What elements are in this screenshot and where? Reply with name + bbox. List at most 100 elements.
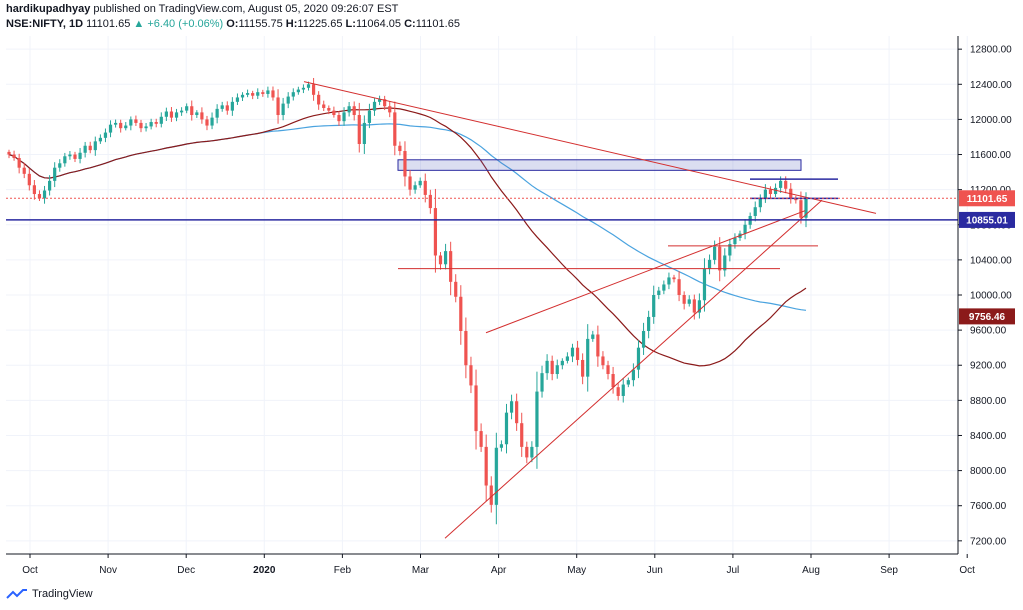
- time-tick-label: Oct: [959, 565, 975, 576]
- candle-body: [103, 132, 108, 138]
- candle: [119, 119, 123, 133]
- candle-body: [428, 194, 432, 209]
- candle-body: [443, 251, 448, 265]
- time-tick-label: Apr: [491, 565, 507, 576]
- candle-body: [657, 290, 661, 295]
- candle: [464, 317, 468, 379]
- candle: [525, 441, 529, 464]
- candle-body: [179, 110, 184, 113]
- candle-body: [718, 246, 722, 271]
- candle: [53, 162, 57, 188]
- candle-body: [464, 330, 468, 366]
- symbol-label[interactable]: NSE:NIFTY, 1D: [6, 18, 84, 30]
- candle-body: [73, 154, 77, 159]
- candle-body: [591, 334, 595, 339]
- candle: [357, 102, 361, 153]
- candle-body: [692, 299, 696, 313]
- candle: [540, 365, 544, 398]
- candle: [657, 286, 661, 300]
- downtrend-line[interactable]: [303, 81, 877, 214]
- candle-body: [449, 251, 453, 282]
- candle-body: [63, 156, 67, 164]
- candle-body: [210, 117, 214, 126]
- candle-body: [611, 374, 615, 388]
- candle: [520, 412, 524, 457]
- candle-body: [403, 151, 407, 177]
- candle: [418, 177, 422, 188]
- candle-body: [98, 137, 102, 142]
- candle-body: [377, 99, 382, 102]
- candle: [591, 330, 595, 342]
- close-label: C:: [404, 18, 416, 30]
- author-name[interactable]: hardikupadhyay: [6, 3, 91, 15]
- candle-body: [794, 198, 798, 201]
- price-tick-label: 11600.00: [970, 150, 1011, 161]
- candle-body: [215, 108, 219, 118]
- candle: [245, 89, 250, 98]
- candle-body: [174, 112, 179, 118]
- rising-channel-line[interactable]: [485, 210, 806, 334]
- candle-body: [342, 112, 346, 122]
- price-tick-label: 7600.00: [970, 501, 1007, 512]
- candle-body: [42, 190, 47, 199]
- candle: [443, 243, 448, 270]
- candle-body: [707, 259, 712, 269]
- candle: [271, 86, 275, 101]
- candle-body: [357, 115, 361, 144]
- candle-body: [134, 119, 138, 123]
- candle: [32, 180, 36, 200]
- footer-brand[interactable]: TradingView: [32, 588, 93, 600]
- candle-body: [509, 401, 514, 413]
- candle: [753, 201, 757, 222]
- candle-body: [311, 84, 316, 95]
- candle: [134, 115, 138, 126]
- candle: [459, 285, 463, 345]
- candle: [626, 377, 630, 388]
- time-tick-label: Aug: [802, 565, 820, 576]
- candle-body: [743, 224, 747, 234]
- candle: [565, 352, 570, 364]
- published-text: published on TradingView.com, August 05,…: [93, 3, 399, 15]
- candle: [713, 240, 717, 265]
- candle-body: [169, 111, 174, 118]
- price-tick-label: 10000.00: [970, 291, 1012, 302]
- sma-long-line: [8, 107, 807, 367]
- candle: [225, 101, 229, 115]
- time-axis[interactable]: Oct Nov Dec 2020 Feb Mar Apr May Jun Jul Aug Sep Oct: [22, 554, 975, 576]
- uptrend-line[interactable]: [444, 199, 823, 539]
- candle: [7, 149, 11, 159]
- candle: [662, 280, 666, 295]
- candle: [291, 88, 295, 101]
- candle-body: [78, 152, 82, 159]
- candle: [159, 112, 163, 128]
- time-tick-label: Feb: [334, 565, 352, 576]
- candle-body: [494, 447, 498, 505]
- candle: [479, 423, 483, 452]
- candle: [677, 271, 681, 302]
- candle: [68, 151, 72, 160]
- candle: [575, 340, 580, 366]
- candle: [641, 322, 646, 355]
- candle: [408, 170, 412, 196]
- candle-body: [398, 145, 402, 152]
- candle-body: [22, 167, 26, 174]
- candle: [88, 141, 92, 154]
- price-axis[interactable]: 7200.00 7600.00 8000.00 8400.00 8800.00 9200.…: [958, 45, 1012, 548]
- candle: [362, 115, 366, 154]
- candle-body: [200, 112, 204, 120]
- candle: [672, 274, 676, 283]
- candle-body: [271, 90, 275, 98]
- candle-body: [515, 401, 519, 424]
- candle: [413, 181, 417, 194]
- price-tag-bg: [959, 190, 1015, 207]
- candle-body: [702, 268, 707, 301]
- candle: [195, 110, 199, 118]
- candle-body: [499, 444, 504, 448]
- candle-body: [687, 299, 691, 304]
- candle: [499, 440, 504, 452]
- time-tick-label: Oct: [22, 565, 38, 576]
- candle-body: [337, 115, 341, 122]
- candle: [129, 116, 133, 131]
- candle: [58, 159, 62, 172]
